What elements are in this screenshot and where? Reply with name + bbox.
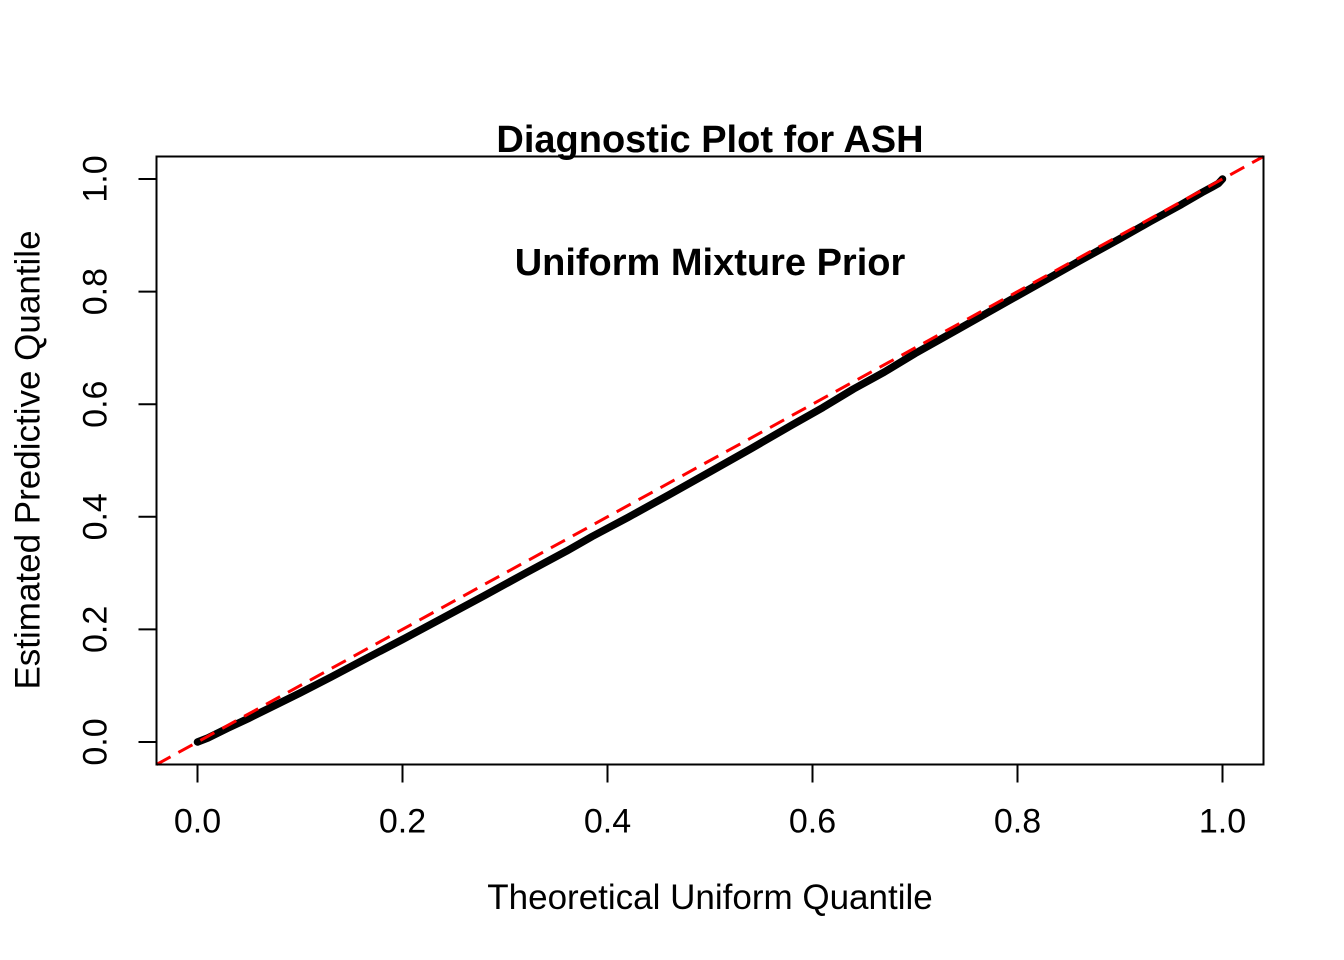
y-tick-label: 0.6 [77, 381, 115, 428]
qq-curve [193, 175, 1227, 746]
x-tick-label: 0.4 [584, 803, 631, 841]
x-tick-label: 0.2 [379, 803, 426, 841]
x-tick-label: 1.0 [1199, 803, 1246, 841]
y-tick-label: 0.4 [77, 493, 115, 540]
chart-title-line2: Uniform Mixture Prior [514, 242, 906, 284]
y-tick-label: 0.8 [77, 268, 115, 315]
y-tick-label: 0.2 [77, 606, 115, 653]
x-tick-label: 0.6 [789, 803, 836, 841]
y-axis-label: Estimated Predictive Quantile [8, 230, 48, 690]
reference-line [155, 155, 1265, 766]
y-tick-label: 0.0 [77, 718, 115, 765]
panel-border [155, 155, 1265, 766]
y-tick-label: 1.0 [77, 155, 115, 202]
x-axis-label: Theoretical Uniform Quantile [487, 878, 933, 917]
chart-title: Diagnostic Plot for ASH Uniform Mixture … [156, 38, 1264, 366]
x-tick-label: 0.0 [174, 803, 221, 841]
chart-title-line1: Diagnostic Plot for ASH [496, 119, 924, 161]
x-tick-label: 0.8 [994, 803, 1041, 841]
